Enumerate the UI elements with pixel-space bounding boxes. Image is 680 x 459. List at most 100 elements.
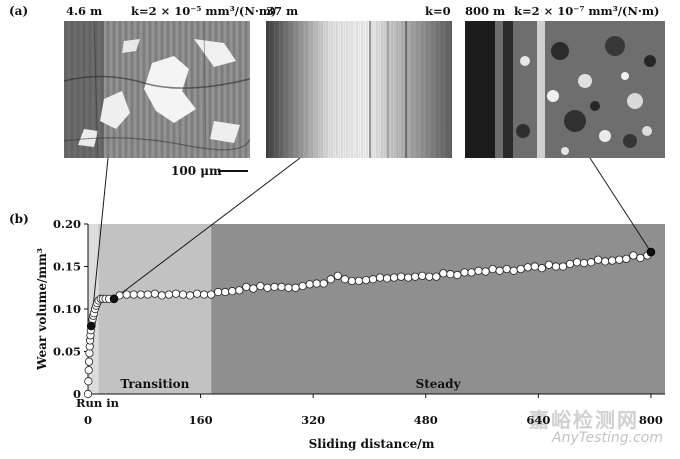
- data-point: [109, 294, 119, 303]
- data-point: [122, 290, 131, 299]
- data-point: [516, 264, 525, 274]
- y-tick-label: 0.10: [53, 302, 81, 316]
- data-point: [565, 259, 575, 269]
- data-point: [86, 326, 95, 335]
- y-tick-label: 0.15: [53, 260, 81, 274]
- y-tick-label: 0.20: [53, 217, 81, 231]
- region-run-in: [88, 224, 99, 394]
- data-point: [192, 289, 202, 298]
- data-point: [636, 253, 645, 263]
- data-point: [509, 266, 518, 275]
- data-point: [87, 318, 96, 327]
- highlighted-data-point: [86, 321, 96, 331]
- data-point: [474, 266, 483, 275]
- data-point: [93, 298, 102, 308]
- data-point: [96, 294, 105, 303]
- x-axis-label: Sliding distance/m: [309, 437, 435, 451]
- data-point: [87, 321, 96, 331]
- data-point: [453, 270, 462, 280]
- data-point: [249, 284, 258, 293]
- data-point: [214, 287, 223, 297]
- data-point: [312, 279, 321, 288]
- data-point: [86, 336, 95, 345]
- data-point: [594, 255, 603, 264]
- data-point: [425, 272, 434, 281]
- data-point: [502, 264, 511, 274]
- highlighted-data-point: [646, 247, 656, 257]
- data-point: [340, 275, 349, 284]
- data-point: [298, 281, 307, 291]
- data-point: [85, 342, 94, 351]
- data-point: [446, 270, 455, 279]
- data-point: [89, 309, 99, 318]
- data-point: [646, 247, 656, 257]
- data-point: [375, 273, 385, 282]
- micrograph-1-distance: 4.6 m: [66, 4, 103, 18]
- highlighted-data-point: [109, 294, 119, 304]
- y-tick-label: 0: [73, 387, 81, 401]
- data-point: [256, 281, 265, 291]
- data-point: [235, 286, 244, 295]
- micrograph-2-image: [266, 21, 452, 158]
- data-point: [319, 279, 328, 288]
- data-point: [347, 276, 356, 286]
- x-tick-label: 800: [639, 413, 663, 427]
- watermark-url: AnyTesting.com: [552, 430, 663, 446]
- data-point: [368, 275, 378, 284]
- data-point: [467, 268, 476, 277]
- data-point: [326, 275, 335, 284]
- y-tick-label: 0.05: [53, 345, 81, 359]
- panel-a-label: (a): [9, 4, 29, 18]
- panel-b-label: (b): [9, 212, 29, 226]
- micrograph-2-wear-rate: k=0: [425, 4, 451, 18]
- data-point: [242, 282, 251, 291]
- data-point: [460, 268, 469, 277]
- data-point: [404, 273, 413, 282]
- data-point: [143, 290, 152, 299]
- data-point: [643, 251, 652, 260]
- region-label-steady: Steady: [416, 377, 462, 391]
- data-point: [305, 280, 314, 289]
- data-point: [361, 275, 371, 285]
- data-point: [291, 283, 300, 292]
- data-point: [136, 290, 145, 299]
- data-point: [178, 290, 188, 299]
- data-point: [277, 282, 286, 291]
- scale-bar: [218, 170, 248, 172]
- data-point: [101, 294, 110, 303]
- data-point: [558, 262, 568, 271]
- data-point: [523, 263, 532, 272]
- data-point: [157, 291, 166, 300]
- region-label-run-in: Run in: [76, 396, 120, 410]
- data-point: [91, 301, 101, 310]
- data-point: [622, 254, 631, 263]
- data-point: [84, 366, 93, 375]
- data-point: [495, 266, 504, 275]
- data-point: [629, 251, 638, 260]
- data-point: [284, 283, 293, 292]
- micrograph-connector-line: [90, 157, 109, 327]
- data-point: [150, 289, 159, 298]
- data-point: [572, 258, 582, 267]
- watermark-text: 嘉峪检测网: [529, 408, 639, 432]
- x-tick-label: 0: [84, 413, 92, 427]
- data-point: [587, 258, 596, 267]
- region-label-transition: Transition: [120, 377, 189, 391]
- data-point: [615, 255, 624, 264]
- data-point: [207, 290, 216, 299]
- data-point: [171, 289, 181, 298]
- data-point: [397, 272, 406, 281]
- data-point: [228, 287, 237, 296]
- data-point: [94, 296, 103, 305]
- data-point: [389, 273, 399, 282]
- x-tick-label: 320: [301, 413, 325, 427]
- data-point: [98, 294, 107, 303]
- data-point: [488, 264, 497, 274]
- data-point: [481, 267, 490, 276]
- micrograph-3-wear-rate: k=2 × 10⁻⁷ mm³/(N·m): [514, 4, 660, 18]
- data-point: [84, 357, 94, 366]
- micrograph-connector-line: [113, 157, 301, 300]
- data-point: [83, 389, 93, 399]
- data-point: [270, 282, 279, 291]
